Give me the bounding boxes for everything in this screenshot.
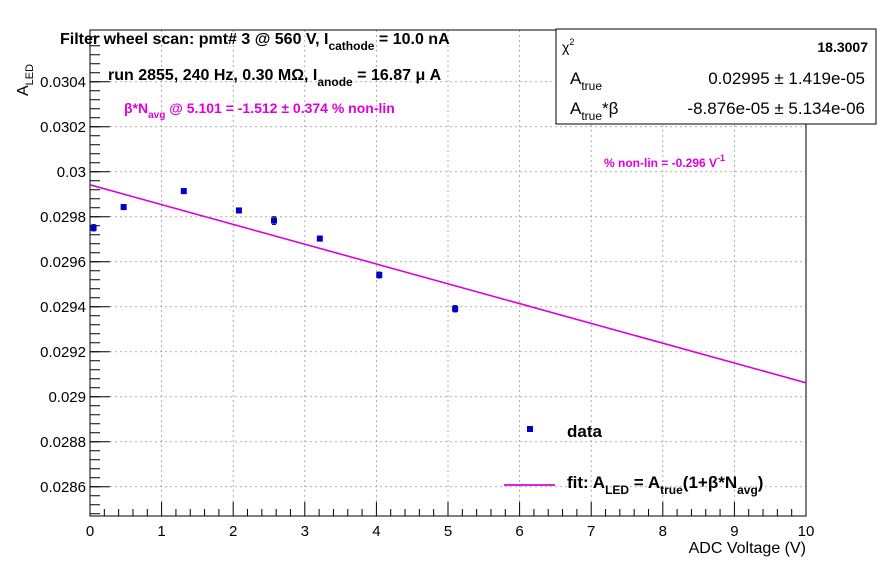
run-info: run 2855, 240 Hz, 0.30 MΩ, Ianode = 16.8… [108, 67, 442, 89]
legend-data-marker [527, 426, 533, 432]
data-marker [271, 217, 278, 224]
stats-box-frame [555, 28, 877, 125]
x-tick-label: 0 [86, 523, 94, 540]
x-tick-label: 5 [444, 523, 452, 540]
data-point [235, 207, 242, 214]
data-marker [120, 204, 127, 211]
x-tick-label: 2 [229, 523, 237, 540]
x-tick-label: 8 [659, 523, 667, 540]
y-tick-label: 0.0296 [40, 254, 86, 271]
chi2-label: χ2 [562, 37, 574, 55]
data-point [120, 204, 127, 211]
legend-data-label: data [567, 422, 603, 441]
beta-nonlin-annotation: β*Navg @ 5.101 = -1.512 ± 0.374 % non-li… [124, 100, 395, 121]
data-marker [235, 207, 242, 214]
a-true-label: Atrue [570, 69, 602, 93]
data-points [90, 188, 459, 313]
fit-line [89, 184, 807, 384]
data-marker [90, 224, 97, 231]
data-marker [376, 272, 383, 279]
y-tick-label: 0.0298 [40, 209, 86, 226]
x-tick-label: 6 [515, 523, 523, 540]
a-true-beta-value: -8.876e-05 ± 5.134e-06 [687, 99, 865, 118]
data-point [376, 271, 383, 279]
y-tick-label: 0.0304 [40, 74, 86, 91]
legend: data fit: ALED = Atrue(1+β*Navg) [504, 422, 763, 497]
x-tick-label: 9 [730, 523, 738, 540]
data-point [452, 305, 459, 313]
x-tick-label: 3 [301, 523, 309, 540]
legend-fit-label: fit: ALED = Atrue(1+β*Navg) [567, 473, 763, 497]
a-true-beta-label: Atrue*β [570, 99, 619, 123]
data-point [90, 224, 97, 232]
y-tick-label: 0.0288 [40, 434, 86, 451]
y-tick-label: 0.0294 [40, 299, 86, 316]
data-marker [452, 305, 459, 312]
nonlin-slope-annotation: % non-lin = -0.296 V-1 [604, 153, 725, 170]
a-true-value: 0.02995 ± 1.419e-05 [708, 69, 865, 88]
data-marker [316, 235, 323, 242]
data-marker [180, 188, 187, 195]
y-tick-label: 0.0286 [40, 479, 86, 496]
x-tick-label: 7 [587, 523, 595, 540]
data-point [180, 188, 187, 195]
y-tick-label: 0.0292 [40, 344, 86, 361]
axis-ticks [89, 36, 807, 516]
data-point [316, 235, 323, 242]
y-axis-label: ALED [15, 64, 36, 96]
y-tick-label: 0.0302 [40, 119, 86, 136]
chi2-value: 18.3007 [817, 39, 868, 55]
data-point [271, 216, 278, 225]
y-tick-label: 0.029 [48, 389, 86, 406]
tick-labels: 0 1 2 3 4 5 6 7 8 9 10 0.0286 0.0288 0.029 0.0292 0.029… [40, 74, 814, 540]
chart-title: Filter wheel scan: pmt# 3 @ 560 V, Icath… [60, 31, 450, 53]
x-tick-label: 1 [157, 523, 165, 540]
fit-stats-box: χ2 18.3007 Atrue 0.02995 ± 1.419e-05 Atr… [555, 28, 877, 125]
y-tick-label: 0.03 [57, 164, 86, 181]
x-tick-label: 4 [372, 523, 380, 540]
x-tick-label: 10 [798, 523, 815, 540]
x-axis-label: ADC Voltage (V) [689, 540, 806, 557]
